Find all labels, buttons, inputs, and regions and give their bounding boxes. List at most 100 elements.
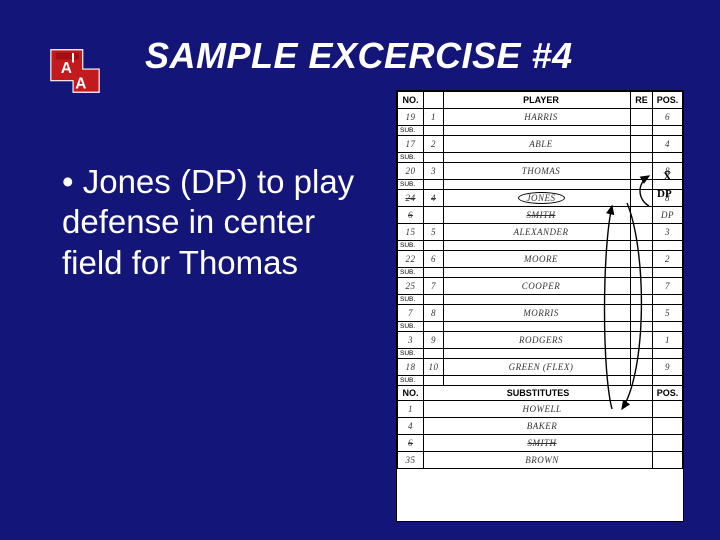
sub-no: 6: [398, 435, 424, 452]
sub-pos: [653, 401, 683, 418]
sub-list-row: 4BAKER: [398, 418, 683, 435]
cell-name: RODGERS: [444, 332, 631, 349]
lineup-row: 6SMITHDP: [398, 207, 683, 224]
cell-pos: 4: [653, 136, 683, 153]
cell-name: ALEXANDER: [444, 224, 631, 241]
cell-re: [631, 109, 653, 126]
cell-name: JONES: [444, 190, 631, 207]
cell-bat: 8: [424, 305, 444, 322]
lineup-row: 172ABLE 4: [398, 136, 683, 153]
lineup-row: 226MOORE2: [398, 251, 683, 268]
cell-no: 7: [398, 305, 424, 322]
cell-pos: 2: [653, 251, 683, 268]
hdr-re: RE: [631, 92, 653, 109]
annotation-dp: DP: [657, 188, 672, 200]
svg-text:I: I: [71, 50, 75, 65]
cell-no: 24: [398, 190, 424, 207]
cell-pos: 5: [653, 305, 683, 322]
lineup-sheet: NO. PLAYER RE POS. 191HARRIS6SUB.172ABLE…: [396, 90, 684, 522]
cell-name: THOMAS: [444, 163, 631, 180]
lineup-row: 1810GREEN (FLEX)9: [398, 359, 683, 376]
hdr-player: PLAYER: [444, 92, 631, 109]
cell-no: 17: [398, 136, 424, 153]
sub-pos: [653, 418, 683, 435]
sub-label: SUB.: [398, 126, 424, 136]
cell-no: 20: [398, 163, 424, 180]
cell-re: [631, 278, 653, 295]
sub-row: SUB.: [398, 322, 683, 332]
subs-hdr-title: SUBSTITUTES: [424, 386, 653, 401]
sub-no: 1: [398, 401, 424, 418]
cell-no: 18: [398, 359, 424, 376]
cell-name: MOORE: [444, 251, 631, 268]
sub-row: SUB.: [398, 126, 683, 136]
sub-label: SUB.: [398, 268, 424, 278]
cell-re: [631, 163, 653, 180]
sub-label: SUB.: [398, 241, 424, 251]
cell-name: COOPER: [444, 278, 631, 295]
cell-no: 15: [398, 224, 424, 241]
sub-row: SUB.: [398, 180, 683, 190]
cell-pos: 3: [653, 224, 683, 241]
cell-bat: 4: [424, 190, 444, 207]
cell-re: [631, 332, 653, 349]
sub-list-row: 6SMITH: [398, 435, 683, 452]
cell-no: 25: [398, 278, 424, 295]
cell-no: 3: [398, 332, 424, 349]
subs-header: NO.SUBSTITUTESPOS.: [398, 386, 683, 401]
cell-bat: 2: [424, 136, 444, 153]
sub-row: SUB.: [398, 376, 683, 386]
cell-pos: 6: [653, 109, 683, 126]
subs-hdr-pos: POS.: [653, 386, 683, 401]
cell-re: [631, 207, 653, 224]
lineup-table: NO. PLAYER RE POS. 191HARRIS6SUB.172ABLE…: [397, 91, 683, 469]
cell-bat: 1: [424, 109, 444, 126]
cell-bat: 3: [424, 163, 444, 180]
hdr-bat: [424, 92, 444, 109]
cell-name: GREEN (FLEX): [444, 359, 631, 376]
cell-pos: DP: [653, 207, 683, 224]
cell-name: ABLE: [444, 136, 631, 153]
cell-pos: 7: [653, 278, 683, 295]
svg-text:A: A: [61, 60, 72, 77]
lineup-header-row: NO. PLAYER RE POS.: [398, 92, 683, 109]
slide-title: SAMPLE EXCERCISE #4: [145, 35, 685, 77]
sub-row: SUB.: [398, 153, 683, 163]
cell-re: [631, 359, 653, 376]
sub-list-row: 1HOWELL: [398, 401, 683, 418]
lineup-row: 244JONES8: [398, 190, 683, 207]
sub-row: SUB.: [398, 241, 683, 251]
hdr-no: NO.: [398, 92, 424, 109]
cell-re: [631, 224, 653, 241]
lineup-row: 257COOPER7: [398, 278, 683, 295]
cell-bat: 9: [424, 332, 444, 349]
hdr-pos: POS.: [653, 92, 683, 109]
cell-name: HARRIS: [444, 109, 631, 126]
cell-name: SMITH: [444, 207, 631, 224]
cell-re: [631, 136, 653, 153]
bullet-text: • Jones (DP) to play defense in center f…: [62, 162, 362, 283]
cell-re: [631, 305, 653, 322]
cell-bat: 5: [424, 224, 444, 241]
sub-label: SUB.: [398, 295, 424, 305]
sub-row: SUB.: [398, 295, 683, 305]
sub-label: SUB.: [398, 322, 424, 332]
sub-label: SUB.: [398, 349, 424, 359]
sub-label: SUB.: [398, 376, 424, 386]
lineup-row: 191HARRIS 6: [398, 109, 683, 126]
sub-pos: [653, 452, 683, 469]
lineup-row: 39RODGERS1: [398, 332, 683, 349]
cell-bat: 6: [424, 251, 444, 268]
cell-bat: 10: [424, 359, 444, 376]
sub-pos: [653, 435, 683, 452]
sub-row: SUB.: [398, 349, 683, 359]
lineup-row: 203THOMAS8: [398, 163, 683, 180]
cell-name: MORRIS: [444, 305, 631, 322]
sub-list-row: 35BROWN: [398, 452, 683, 469]
cell-re: [631, 251, 653, 268]
cell-re: [631, 190, 653, 207]
sub-name: BAKER: [424, 418, 653, 435]
sub-label: SUB.: [398, 153, 424, 163]
sub-name: SMITH: [424, 435, 653, 452]
cell-no: 19: [398, 109, 424, 126]
